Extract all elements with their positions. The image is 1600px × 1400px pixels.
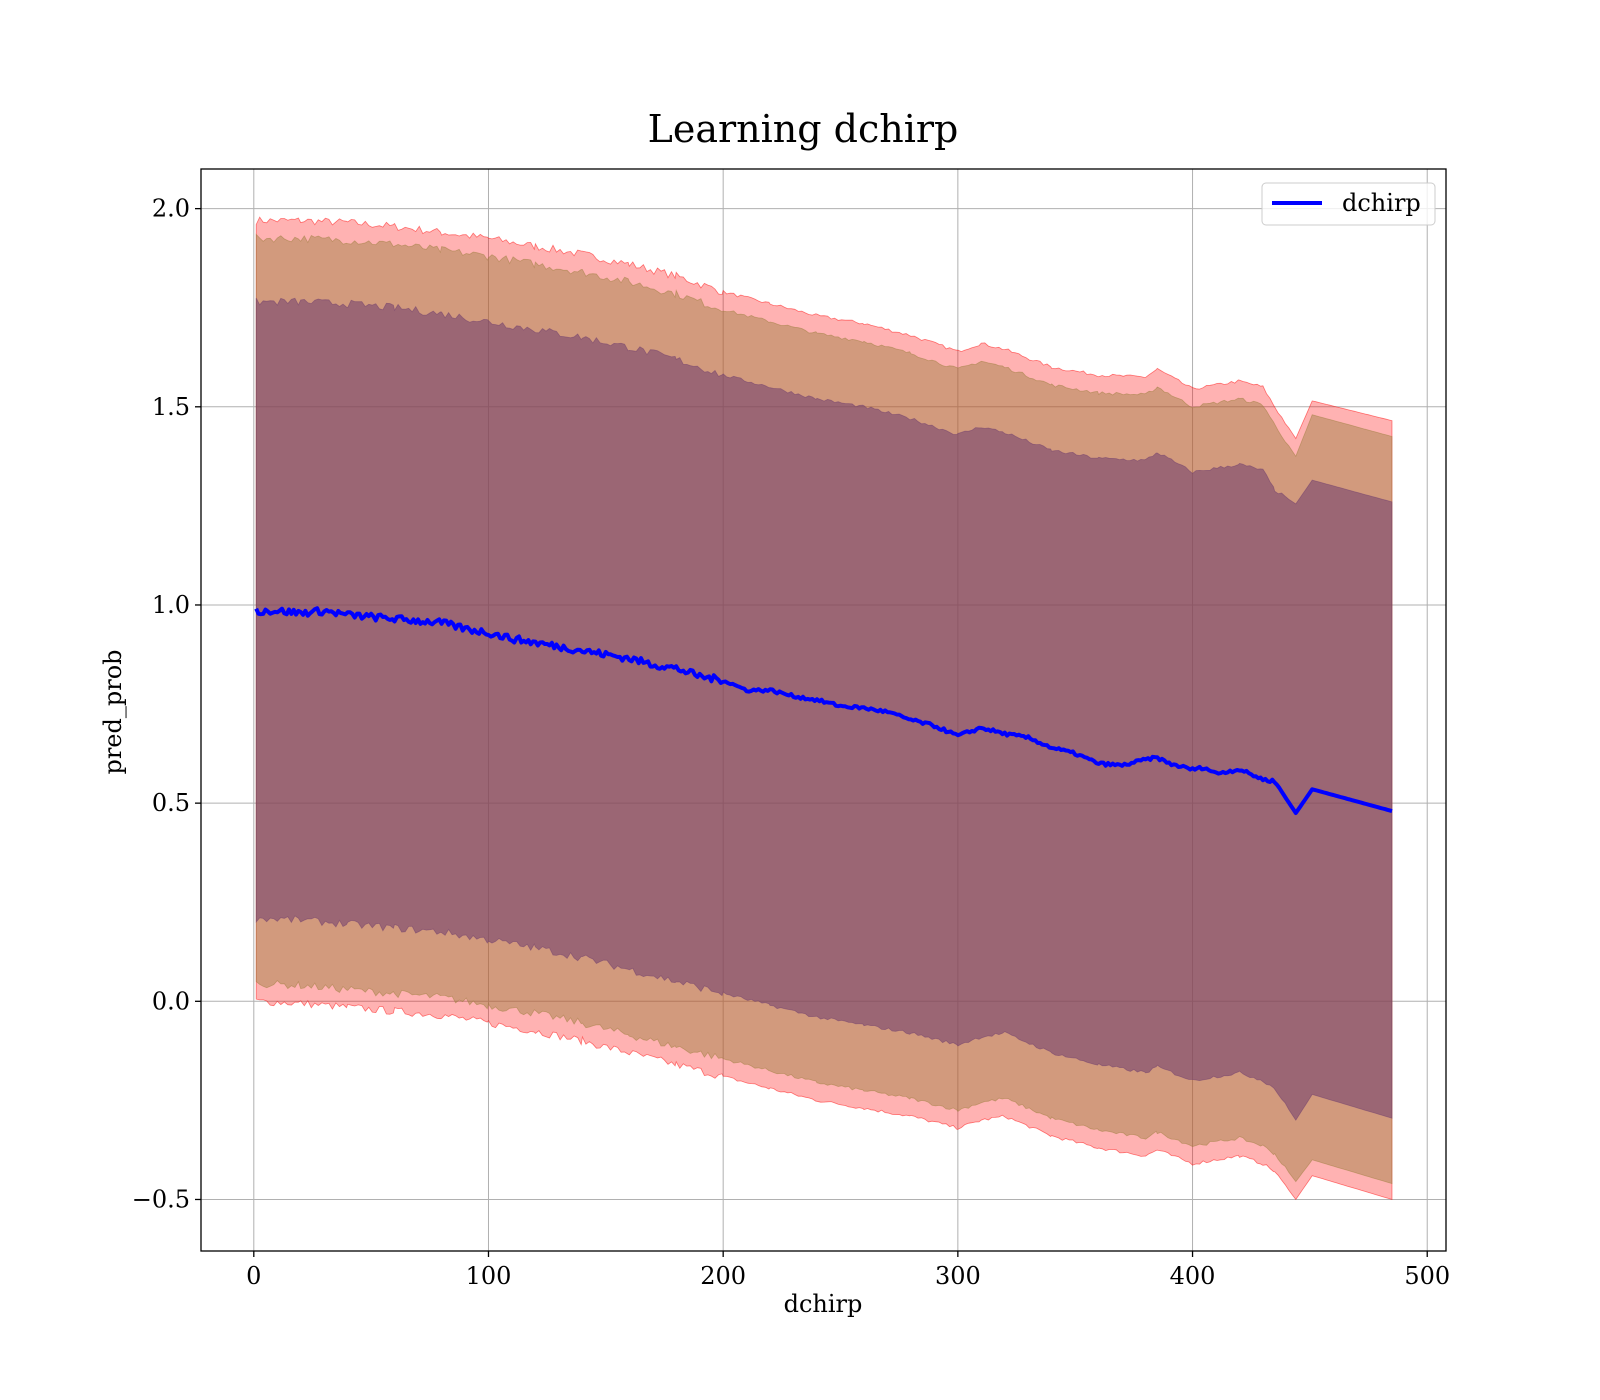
x-tick-label: 100 bbox=[466, 1262, 512, 1290]
y-tick-label: 0.0 bbox=[152, 987, 190, 1015]
x-tick-label: 0 bbox=[246, 1262, 261, 1290]
axis-ticks: 0 100 200 300 400 500 −0.5 0.0 0.5 1.0 1.5 2.0 bbox=[132, 195, 1450, 1290]
legend-box bbox=[1261, 182, 1436, 226]
y-tick-label: 1.5 bbox=[152, 393, 190, 421]
legend: dchirp bbox=[1261, 182, 1436, 226]
y-tick-label: −0.5 bbox=[132, 1185, 190, 1213]
series-line-dchirp bbox=[254, 606, 1393, 815]
y-tick-label: 0.5 bbox=[152, 789, 190, 817]
x-tick-label: 300 bbox=[935, 1262, 981, 1290]
plot-area-frame bbox=[200, 168, 1447, 1252]
y-tick-label: 2.0 bbox=[152, 195, 190, 223]
x-tick-label: 200 bbox=[700, 1262, 746, 1290]
y-tick-label: 1.0 bbox=[152, 591, 190, 619]
chart-title: Learning dchirp bbox=[648, 107, 959, 151]
y-axis-label: pred_prob bbox=[99, 649, 127, 774]
series-lines bbox=[254, 606, 1393, 815]
legend-label-dchirp: dchirp bbox=[1342, 189, 1421, 217]
x-tick-label: 400 bbox=[1170, 1262, 1216, 1290]
x-tick-label: 500 bbox=[1404, 1262, 1450, 1290]
x-axis-label: dchirp bbox=[784, 1290, 863, 1318]
confidence-bands bbox=[255, 216, 1393, 1201]
band-3 bbox=[255, 297, 1393, 1121]
